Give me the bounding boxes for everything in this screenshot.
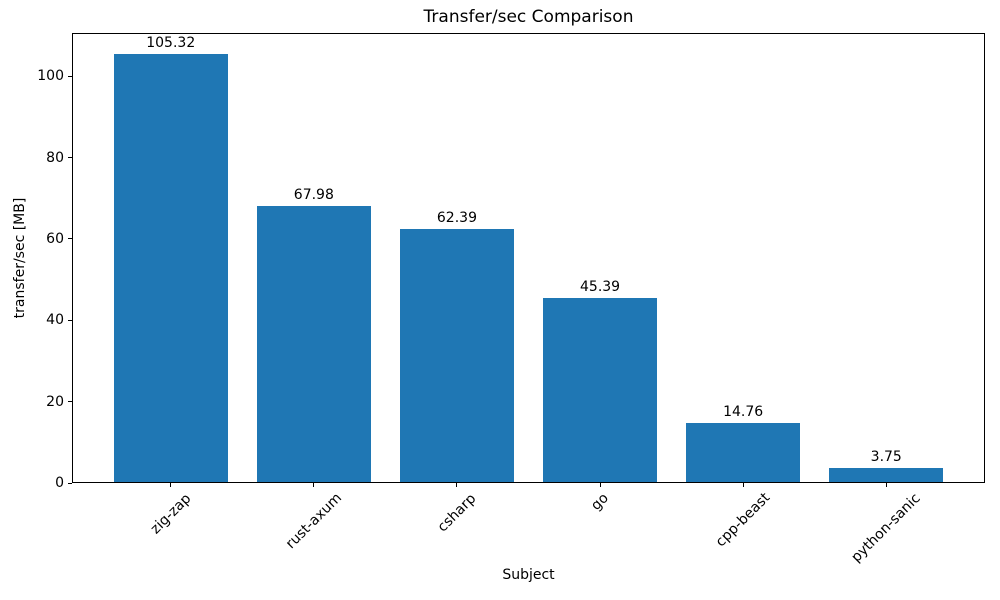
bar-value-label: 45.39 <box>580 279 621 296</box>
plot-area <box>72 33 985 483</box>
bar-rust-axum <box>256 206 372 483</box>
bar-csharp <box>399 229 515 483</box>
bar-value-label: 3.75 <box>870 448 902 465</box>
bar-value-label: 62.39 <box>436 210 477 227</box>
x-tick-label: zig-zap <box>147 490 195 537</box>
x-tick-mark <box>599 483 601 487</box>
x-tick-mark <box>170 483 172 487</box>
x-tick-mark <box>313 483 315 487</box>
bar-value-label: 67.98 <box>293 187 334 204</box>
bar-zig-zap <box>113 54 228 483</box>
x-tick-label: go <box>588 490 612 514</box>
bar-value-label: 105.32 <box>146 35 196 52</box>
y-tick-mark <box>68 75 72 77</box>
chart-title: Transfer/sec Comparison <box>423 7 634 27</box>
y-tick-label: 60 <box>46 230 64 247</box>
y-tick-label: 20 <box>46 393 64 410</box>
x-tick-label: csharp <box>434 490 480 535</box>
x-tick-mark <box>742 483 744 487</box>
x-tick-mark <box>456 483 458 487</box>
y-tick-mark <box>68 319 72 321</box>
bar-python-sanic <box>829 467 944 483</box>
y-tick-label: 80 <box>46 149 64 166</box>
bar-value-label: 14.76 <box>723 403 764 420</box>
x-axis-label: Subject <box>502 567 555 583</box>
x-tick-label: python-sanic <box>848 490 924 566</box>
y-tick-label: 40 <box>46 312 64 329</box>
x-tick-label: rust-axum <box>282 490 345 553</box>
y-tick-mark <box>68 238 72 240</box>
y-tick-mark <box>68 482 72 484</box>
y-tick-mark <box>68 401 72 403</box>
y-tick-label: 0 <box>55 475 64 491</box>
y-axis-label: transfer/sec [MB] <box>12 197 28 319</box>
y-tick-mark <box>68 157 72 158</box>
y-tick-label: 100 <box>37 68 64 85</box>
bar-go <box>542 298 658 483</box>
x-tick-mark <box>885 483 887 487</box>
x-tick-label: cpp-beast <box>712 490 774 551</box>
bar-cpp-beast <box>685 422 801 483</box>
